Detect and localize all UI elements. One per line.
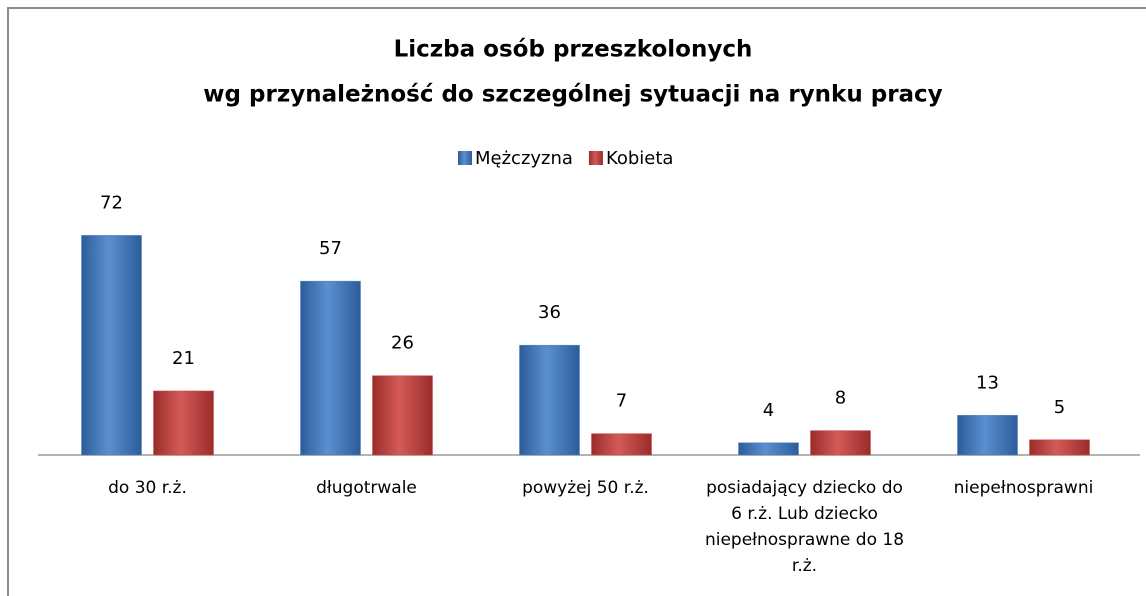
- data-label: 4: [763, 400, 774, 421]
- data-label: 26: [391, 333, 414, 354]
- bar: [300, 280, 361, 456]
- data-label: 5: [1054, 397, 1065, 418]
- bar: [810, 430, 871, 456]
- x-tick-label: niepełnosprawni: [953, 478, 1094, 498]
- data-label: 21: [172, 348, 195, 369]
- bar: [957, 415, 1018, 456]
- data-label: 57: [319, 238, 342, 259]
- x-tick-label: długotrwale: [316, 478, 417, 498]
- legend-label: Kobieta: [606, 148, 674, 169]
- bar: [738, 442, 799, 456]
- data-label: 7: [616, 391, 627, 412]
- data-label: 72: [100, 192, 123, 213]
- data-label: 36: [538, 302, 561, 323]
- x-tick-label: powyżej 50 r.ż.: [522, 478, 649, 498]
- x-tick-label: posiadający dziecko do 6 r.ż. Lub dzieck…: [704, 478, 905, 576]
- data-label: 13: [976, 372, 999, 393]
- chart-title: wg przynależność do szczególnej sytuacji…: [203, 82, 942, 108]
- bar: [519, 344, 580, 456]
- legend-label: Mężczyzna: [475, 148, 573, 169]
- bar: [153, 390, 214, 456]
- frame: [7, 7, 1146, 596]
- chart-title: Liczba osób przeszkolonych: [394, 37, 753, 63]
- bar: [81, 235, 142, 456]
- legend-swatch: [588, 151, 603, 165]
- x-tick-label: do 30 r.ż.: [108, 478, 187, 498]
- bar: [591, 433, 652, 456]
- bar: [372, 375, 433, 456]
- legend-swatch: [458, 151, 472, 165]
- bar: [1029, 439, 1090, 456]
- data-label: 8: [835, 388, 846, 409]
